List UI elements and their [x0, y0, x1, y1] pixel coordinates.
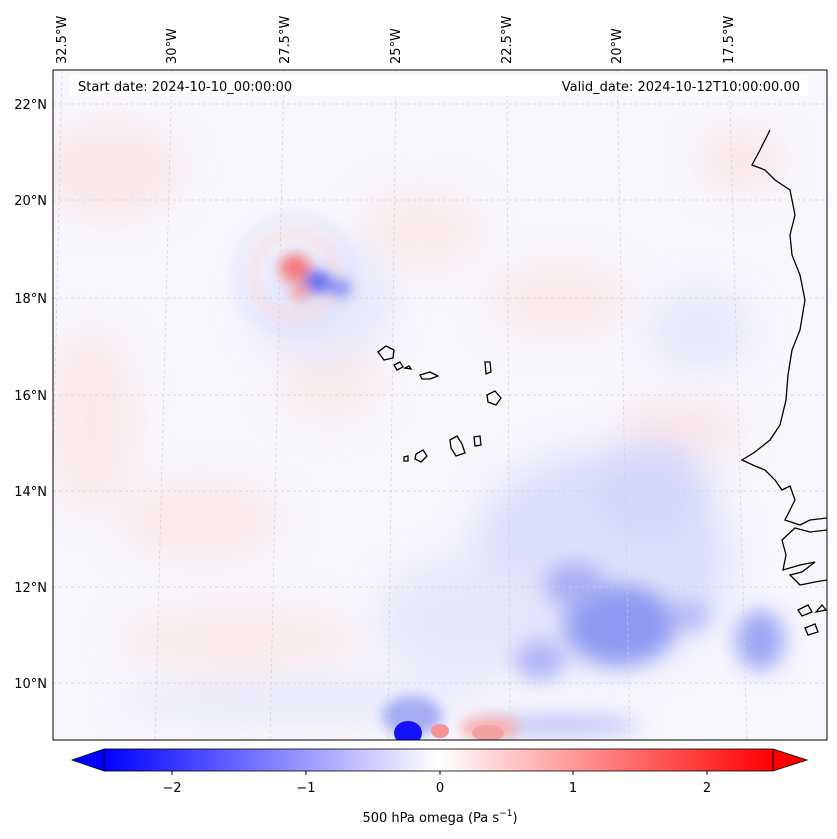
lon-label: 22.5°W — [500, 16, 515, 64]
colorbar-ticks — [171, 771, 708, 775]
cape-verde-santo-antao — [377, 345, 395, 361]
africa-coastline-north — [740, 129, 827, 526]
cape-verde-brava — [403, 455, 409, 462]
cape-verde-boa-vista — [486, 390, 502, 406]
cape-verde-maio — [473, 435, 482, 447]
colorbar-tick-labels: −2 −1 0 1 2 — [162, 781, 711, 796]
cape-verde-sal — [484, 361, 492, 375]
colorbar-tick-label: −1 — [296, 781, 315, 796]
colorbar-title: 500 hPa omega (Pa s−1) — [362, 809, 517, 826]
lon-label: 25°W — [389, 28, 404, 64]
graticule — [53, 70, 827, 740]
lat-label: 12°N — [14, 581, 47, 596]
colorbar-tick-label: 2 — [703, 781, 711, 796]
colorbar-tick-label: −2 — [162, 781, 181, 796]
start-date-label: Start date: 2024-10-10_00:00:00 — [78, 80, 292, 95]
map-frame — [52, 69, 828, 741]
colorbar-tick-label: 1 — [569, 781, 577, 796]
cape-verde-fogo — [414, 449, 428, 463]
lat-label: 22°N — [14, 98, 47, 113]
lat-label: 16°N — [14, 389, 47, 404]
omega-field-shading — [53, 125, 785, 740]
africa-coastline-south — [781, 527, 827, 586]
lat-label: 18°N — [14, 292, 47, 307]
lon-label: 30°W — [165, 28, 180, 64]
colorbar-tick-label: 0 — [436, 781, 444, 796]
colorbar: −2 −1 0 1 2 500 hPa omega (Pa s−1) — [70, 748, 809, 826]
colorbar-gradient — [104, 749, 773, 771]
cape-verde-sao-nicolau — [402, 365, 440, 380]
lon-label: 20°W — [610, 28, 625, 64]
longitude-labels: 32.5°W 30°W 27.5°W 25°W 22.5°W 20°W 17.5… — [55, 16, 737, 64]
colorbar-frame — [103, 748, 774, 772]
map-panel: Start date: 2024-10-10_00:00:00 Valid_da… — [53, 70, 827, 740]
colorbar-max-extend — [772, 748, 809, 772]
lat-label: 14°N — [14, 485, 47, 500]
lon-label: 17.5°W — [722, 16, 737, 64]
colorbar-min-extend — [70, 748, 105, 772]
lat-label: 20°N — [14, 194, 47, 209]
latitude-labels: 22°N 20°N 18°N 16°N 14°N 12°N 10°N — [14, 98, 47, 692]
valid-date-label: Valid_date: 2024-10-12T10:00:00.00 — [562, 80, 800, 95]
coastlines — [377, 129, 827, 636]
cape-verde-santiago — [449, 435, 466, 457]
cape-verde-sao-vicente — [393, 361, 404, 371]
header-box — [70, 75, 808, 96]
guinea-bissau-islands — [797, 603, 827, 636]
lat-label: 10°N — [14, 677, 47, 692]
lon-label: 27.5°W — [278, 16, 293, 64]
lon-label: 32.5°W — [55, 16, 70, 64]
